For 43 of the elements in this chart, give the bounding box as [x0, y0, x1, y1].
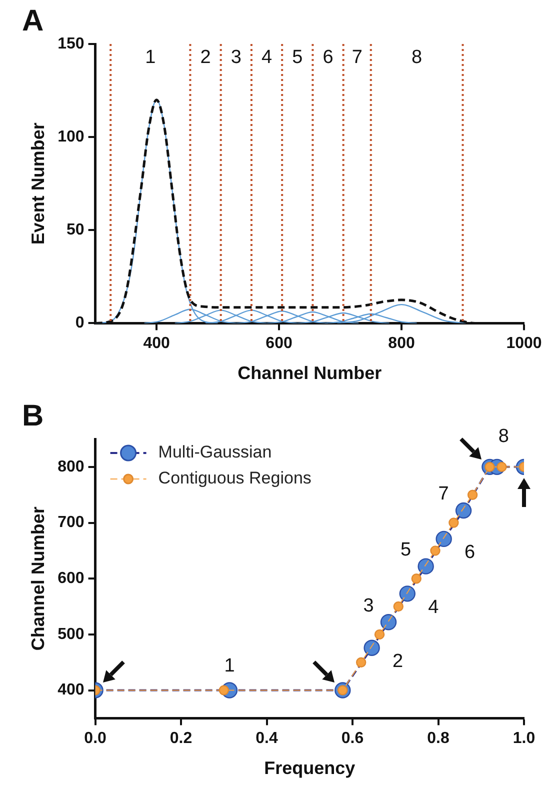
chart-title: A	[22, 4, 44, 38]
legend-label: Contiguous Regions	[158, 468, 312, 488]
y-tick-label: 0	[75, 314, 84, 332]
x-tick-label: 0.8	[427, 730, 450, 748]
y-tick-label: 100	[58, 128, 84, 146]
annotation: 1	[224, 656, 235, 677]
y-tick-label: 700	[58, 514, 84, 532]
y-tick-label: 800	[58, 458, 84, 476]
y-tick-label: 400	[58, 682, 84, 699]
x-tick-label: 400	[143, 335, 170, 352]
y-tick-label: 500	[58, 626, 84, 643]
legend-label: Multi-Gaussian	[158, 442, 272, 462]
chart-title: B	[22, 399, 44, 432]
annotation: 4	[428, 596, 440, 618]
annotation: 3	[363, 595, 374, 616]
annotation: 3	[230, 47, 242, 68]
y-tick-label: 150	[58, 35, 84, 52]
annotation: 6	[464, 542, 476, 564]
annotation: 5	[292, 47, 303, 68]
x-axis-title: Frequency	[264, 758, 356, 778]
y-axis-title: Event Number	[28, 122, 48, 245]
y-tick-label: 50	[66, 222, 84, 239]
x-tick-label: 0.2	[170, 730, 192, 748]
x-tick-label: 600	[266, 335, 292, 352]
annotation: 5	[400, 540, 412, 561]
x-tick-label: 0.0	[84, 730, 107, 748]
annotation: 1	[145, 47, 156, 68]
annotation: 8	[412, 47, 422, 68]
y-axis-title: Channel Number	[28, 506, 48, 651]
x-tick-label: 0.4	[256, 730, 278, 748]
x-axis-title: Channel Number	[238, 363, 382, 384]
annotation: 7	[352, 47, 362, 68]
annotation: 2	[200, 47, 211, 68]
annotation: 6	[322, 47, 334, 68]
annotation: 8	[498, 426, 509, 448]
x-tick-label: 0.6	[341, 730, 364, 748]
x-tick-label: 1000	[506, 335, 542, 352]
y-tick-label: 600	[58, 570, 84, 588]
annotation: 2	[392, 651, 404, 672]
x-tick-label: 1.0	[512, 730, 536, 748]
annotation: 4	[261, 47, 272, 68]
x-tick-label: 800	[388, 335, 415, 352]
annotation: 7	[438, 484, 449, 505]
